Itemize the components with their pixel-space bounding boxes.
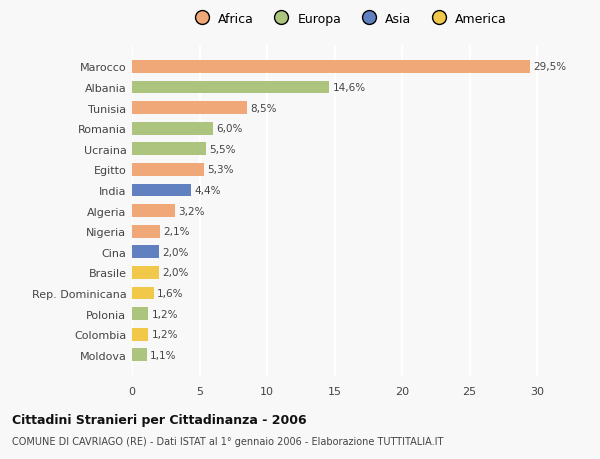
Bar: [132, 61, 530, 73]
Text: 8,5%: 8,5%: [250, 103, 277, 113]
Text: 1,2%: 1,2%: [152, 309, 178, 319]
Text: 1,6%: 1,6%: [157, 288, 184, 298]
Bar: [132, 308, 148, 320]
Text: 4,4%: 4,4%: [195, 185, 221, 196]
Legend: Africa, Europa, Asia, America: Africa, Europa, Asia, America: [189, 12, 507, 25]
Text: 5,5%: 5,5%: [209, 145, 236, 155]
Text: Cittadini Stranieri per Cittadinanza - 2006: Cittadini Stranieri per Cittadinanza - 2…: [12, 413, 307, 426]
Bar: [132, 349, 147, 361]
Text: 3,2%: 3,2%: [179, 206, 205, 216]
Bar: [132, 81, 329, 94]
Text: 1,2%: 1,2%: [152, 330, 178, 339]
Text: 5,3%: 5,3%: [207, 165, 233, 175]
Text: 6,0%: 6,0%: [217, 124, 243, 134]
Text: 1,1%: 1,1%: [150, 350, 177, 360]
Text: 2,0%: 2,0%: [163, 268, 189, 278]
Text: 2,0%: 2,0%: [163, 247, 189, 257]
Bar: [132, 246, 159, 258]
Bar: [132, 164, 203, 176]
Bar: [132, 184, 191, 197]
Text: 29,5%: 29,5%: [533, 62, 567, 72]
Bar: [132, 123, 213, 135]
Text: 14,6%: 14,6%: [332, 83, 365, 93]
Text: 2,1%: 2,1%: [164, 227, 190, 237]
Bar: [132, 205, 175, 218]
Bar: [132, 287, 154, 300]
Text: COMUNE DI CAVRIAGO (RE) - Dati ISTAT al 1° gennaio 2006 - Elaborazione TUTTITALI: COMUNE DI CAVRIAGO (RE) - Dati ISTAT al …: [12, 436, 443, 446]
Bar: [132, 266, 159, 279]
Bar: [132, 328, 148, 341]
Bar: [132, 102, 247, 115]
Bar: [132, 225, 160, 238]
Bar: [132, 143, 206, 156]
